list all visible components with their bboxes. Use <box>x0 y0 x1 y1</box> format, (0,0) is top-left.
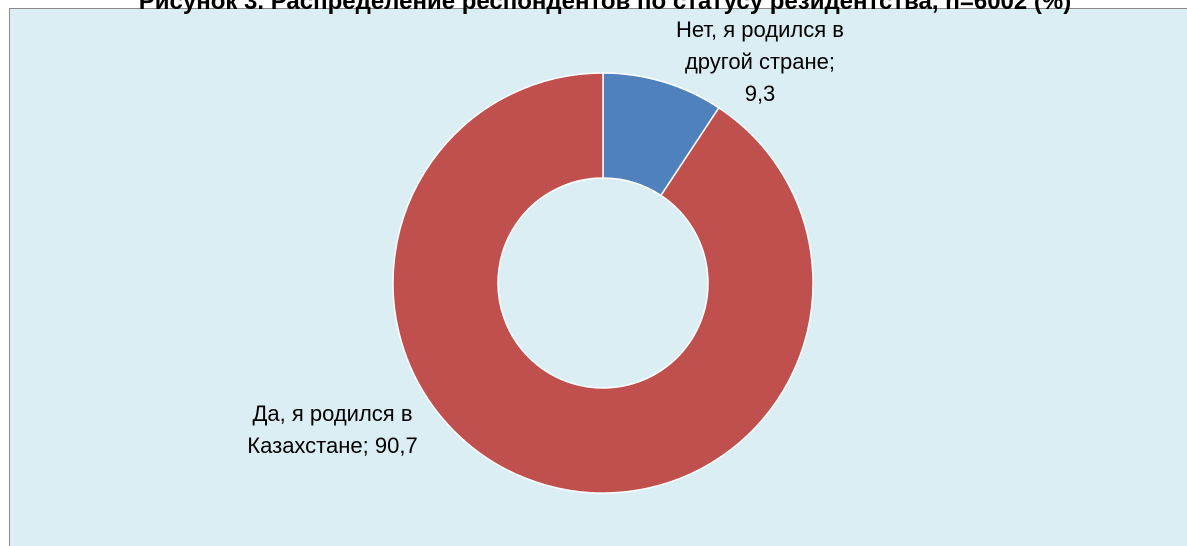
chart-title: Рисунок 3. Распределение респондентов по… <box>138 0 1072 15</box>
label-value: 9,3 <box>744 81 776 106</box>
data-label: Нет, я родился в другой стране; 9,3 <box>640 14 880 110</box>
donut-slice <box>392 72 814 494</box>
label-value: 90,7 <box>374 433 418 458</box>
label-category: Да, я родился в Казахстане; <box>247 401 413 458</box>
data-label: Да, я родился в Казахстане; 90,7 <box>210 398 455 462</box>
label-category: Нет, я родился в другой стране; <box>676 17 844 74</box>
